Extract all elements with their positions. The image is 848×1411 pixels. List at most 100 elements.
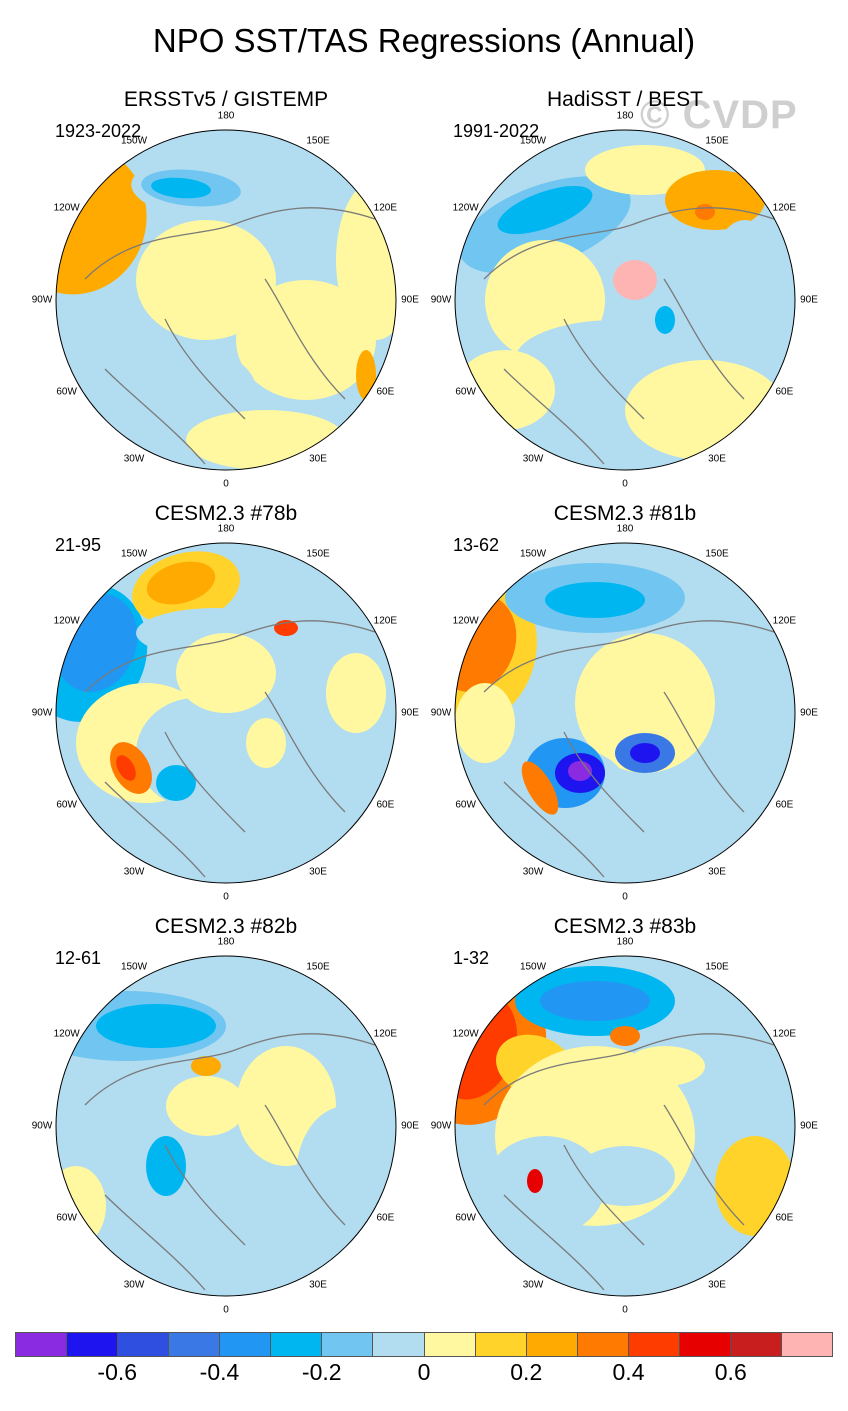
anomaly-region — [665, 170, 765, 230]
polar-map — [55, 129, 397, 471]
colorbar — [15, 1332, 833, 1357]
polar-map — [55, 955, 397, 1297]
longitude-label: 30W — [123, 1279, 145, 1291]
colorbar-swatch — [781, 1333, 832, 1356]
longitude-label: 60W — [455, 1212, 476, 1224]
longitude-label: 60E — [775, 1212, 794, 1224]
longitude-label: 120E — [772, 1028, 797, 1040]
anomaly-region — [246, 718, 286, 768]
colorbar-tick-label: -0.6 — [97, 1359, 138, 1385]
longitude-label: 0 — [622, 891, 628, 903]
longitude-label: 90E — [800, 707, 818, 719]
longitude-label: 90W — [31, 294, 53, 306]
longitude-label: 90W — [430, 1120, 452, 1132]
anomaly-region — [246, 1206, 366, 1286]
longitude-label: 0 — [622, 1304, 628, 1316]
longitude-label: 150W — [120, 135, 148, 147]
longitude-label: 60E — [376, 1212, 395, 1224]
longitude-label: 180 — [616, 936, 634, 948]
colorbar-tick-label: -0.2 — [301, 1359, 342, 1385]
anomaly-region — [356, 350, 376, 400]
longitude-label: 180 — [616, 523, 634, 535]
anomaly-region — [136, 698, 256, 808]
panel-period: 1923-2022 — [55, 121, 142, 141]
anomaly-region — [56, 295, 101, 365]
colorbar-tick-label: 0 — [417, 1359, 431, 1385]
anomaly-region — [236, 280, 376, 400]
panel-period: 21-95 — [55, 535, 102, 555]
longitude-label: 180 — [217, 936, 235, 948]
longitude-label: 0 — [223, 891, 229, 903]
anomaly-region — [191, 1056, 221, 1076]
anomaly-region — [705, 220, 785, 380]
anomaly-region — [613, 260, 657, 300]
longitude-label: 60E — [376, 386, 395, 398]
longitude-label: 30W — [522, 453, 544, 465]
longitude-label: 60E — [376, 799, 395, 811]
anomaly-region — [156, 765, 196, 801]
coastline — [483, 207, 775, 465]
colorbar-swatch — [322, 1333, 374, 1356]
colorbar-swatch — [730, 1333, 782, 1356]
longitude-label: 90E — [401, 707, 419, 719]
longitude-label: 150E — [306, 135, 330, 147]
anomaly-region — [136, 350, 256, 430]
anomaly-region — [497, 185, 593, 235]
colorbar-tick-label: -0.4 — [199, 1359, 240, 1385]
colorbar-swatch — [373, 1333, 425, 1356]
anomaly-region — [610, 1026, 640, 1046]
longitude-label: 30E — [708, 866, 726, 878]
anomaly-region — [96, 1004, 216, 1048]
longitude-label: 30E — [309, 453, 327, 465]
polar-map — [454, 129, 796, 471]
colorbar-tick-label: 0.6 — [714, 1359, 747, 1385]
panel-title: CESM2.3 #81b — [553, 502, 697, 525]
longitude-label: 30E — [309, 866, 327, 878]
anomaly-region — [625, 1046, 705, 1086]
longitude-label: 120E — [772, 615, 797, 627]
colorbar-swatch — [424, 1333, 476, 1356]
longitude-label: 60W — [455, 799, 476, 811]
longitude-label: 30E — [708, 453, 726, 465]
anomaly-region — [136, 220, 276, 340]
figure-title: NPO SST/TAS Regressions (Annual) — [152, 22, 696, 59]
anomaly-region — [527, 1169, 543, 1193]
longitude-label: 60E — [775, 386, 794, 398]
panel-title: CESM2.3 #83b — [553, 915, 697, 938]
anomaly-region — [655, 306, 675, 334]
anomaly-region — [521, 761, 559, 815]
longitude-label: 120E — [373, 202, 398, 214]
longitude-label: 150E — [306, 961, 330, 973]
longitude-label: 30E — [708, 1279, 726, 1291]
longitude-label: 90W — [430, 294, 452, 306]
map-border — [454, 129, 796, 471]
coastline — [84, 1033, 376, 1291]
panel-period: 1-32 — [453, 948, 490, 968]
panel-title: CESM2.3 #82b — [154, 915, 298, 938]
anomaly-region — [326, 653, 386, 733]
longitude-label: 180 — [217, 523, 235, 535]
panel-title: ERSSTv5 / GISTEMP — [123, 88, 329, 111]
colorbar-swatch — [628, 1333, 680, 1356]
longitude-label: 120W — [452, 202, 479, 214]
anomaly-region — [166, 1076, 246, 1136]
colorbar-swatch — [577, 1333, 629, 1356]
colorbar-swatch — [118, 1333, 170, 1356]
longitude-label: 90E — [401, 294, 419, 306]
longitude-label: 60W — [56, 386, 77, 398]
longitude-label: 30W — [522, 1279, 544, 1291]
polar-map — [454, 955, 796, 1297]
longitude-label: 150E — [705, 135, 729, 147]
longitude-label: 150W — [519, 135, 547, 147]
map-border — [55, 129, 397, 471]
longitude-label: 150W — [120, 548, 148, 560]
anomaly-region — [455, 683, 515, 763]
longitude-label: 30E — [309, 1279, 327, 1291]
coastline — [84, 207, 376, 465]
panel-title: CESM2.3 #78b — [154, 502, 298, 525]
longitude-label: 90W — [430, 707, 452, 719]
coastline — [84, 620, 376, 878]
colorbar-tick-label: 0.4 — [612, 1359, 645, 1385]
longitude-label: 180 — [616, 110, 634, 122]
anomaly-region — [146, 561, 216, 605]
